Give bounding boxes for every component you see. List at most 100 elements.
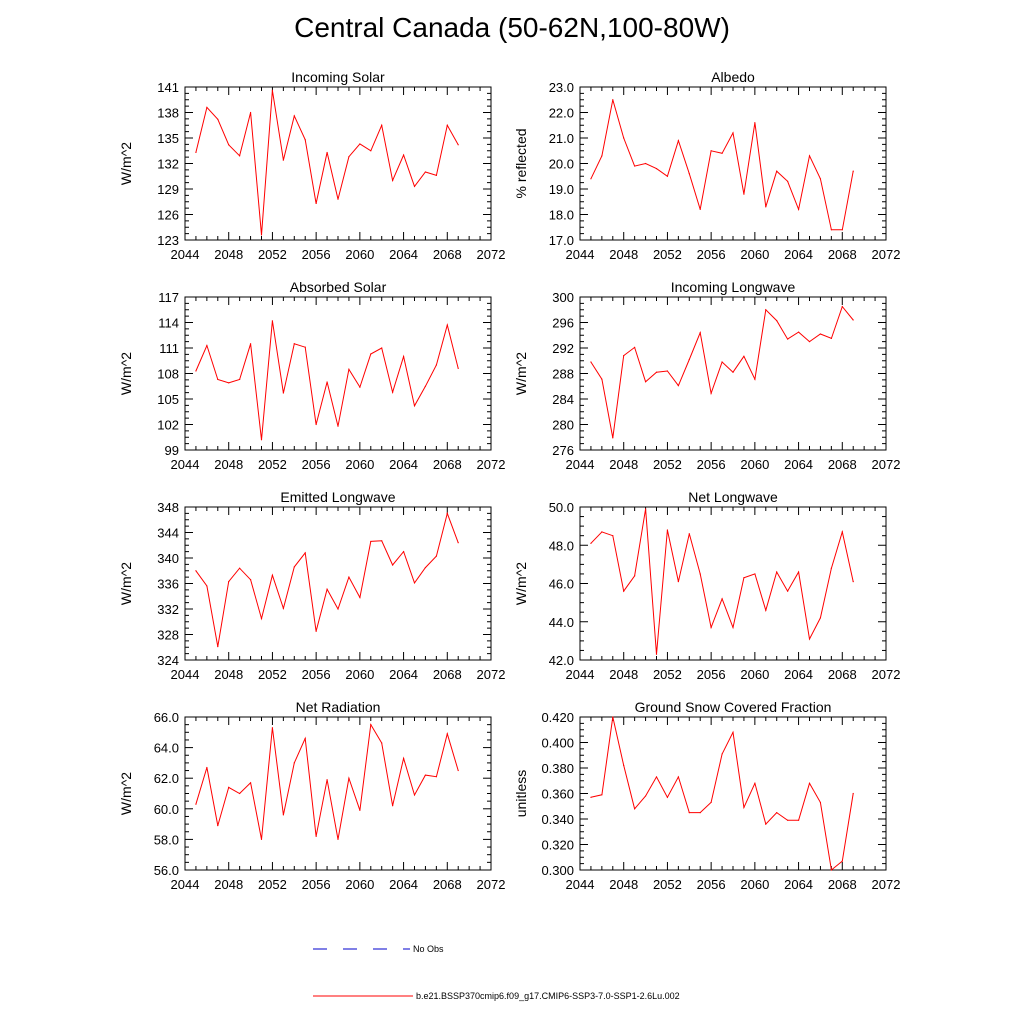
x-tick-label: 2060 [740, 667, 769, 682]
x-tick-label: 2072 [477, 877, 506, 892]
data-point [446, 124, 448, 126]
x-tick-label: 2044 [566, 247, 595, 262]
x-tick-label: 2056 [302, 667, 331, 682]
data-point [601, 531, 603, 533]
x-tick-label: 2044 [566, 667, 595, 682]
x-tick-label: 2064 [784, 247, 813, 262]
y-tick-label: 0.320 [541, 838, 574, 853]
plot-frame [184, 716, 492, 871]
y-tick-label: 126 [157, 208, 179, 223]
data-point [435, 364, 437, 366]
data-point [402, 355, 405, 358]
data-point [359, 386, 361, 388]
data-point [457, 542, 459, 544]
data-point [721, 361, 723, 363]
y-tick-label: 19.0 [549, 182, 574, 197]
series-line [195, 723, 459, 840]
data-point [808, 638, 811, 640]
data-point [413, 794, 416, 796]
data-point [195, 370, 197, 372]
y-tick-label: 64.0 [154, 741, 179, 756]
data-point [754, 122, 756, 124]
y-tick-label: 58.0 [154, 832, 179, 847]
data-point [271, 727, 274, 729]
data-point [743, 806, 745, 809]
y-tick-label: 50.0 [549, 500, 574, 515]
data-point [688, 173, 690, 175]
series-line [195, 511, 459, 647]
data-point [195, 570, 197, 572]
data-point [424, 385, 427, 387]
data-point [282, 159, 284, 161]
data-point [326, 588, 328, 590]
data-point [623, 137, 625, 139]
data-point [797, 208, 800, 210]
data-point [315, 630, 317, 632]
x-tick-label: 2068 [828, 457, 857, 472]
data-point [819, 617, 822, 619]
y-tick-label: 288 [552, 367, 574, 382]
data-point [228, 786, 230, 788]
data-point [271, 320, 274, 322]
data-point [776, 812, 778, 814]
data-point [392, 564, 394, 566]
plot-frame [579, 506, 887, 661]
panel-title: Emitted Longwave [280, 489, 395, 505]
data-point [195, 803, 197, 805]
data-point [217, 118, 219, 120]
data-point [852, 580, 854, 583]
x-tick-label: 2068 [433, 667, 462, 682]
x-tick-label: 2064 [784, 667, 813, 682]
chart-panel-6: Net Longwave W/m^2 2044 2048 2052 2056 2060 206… [513, 489, 900, 682]
data-point [830, 337, 832, 340]
x-tick-label: 2052 [258, 667, 287, 682]
data-point [217, 825, 219, 827]
data-point [732, 731, 734, 733]
data-point [732, 132, 734, 134]
x-tick-label: 2044 [566, 457, 595, 472]
x-tick-label: 2056 [697, 877, 726, 892]
x-tick-label: 2060 [740, 877, 769, 892]
y-tick-label: 0.360 [541, 787, 574, 802]
y-tick-label: 21.0 [549, 131, 574, 146]
y-tick-label: 46.0 [549, 577, 574, 592]
data-point [315, 835, 317, 837]
y-tick-label: 56.0 [154, 863, 179, 878]
data-point [381, 124, 383, 126]
y-tick-label: 0.420 [541, 710, 574, 725]
x-tick-label: 2064 [389, 457, 418, 472]
data-point [315, 423, 317, 426]
data-point [435, 555, 437, 557]
data-point [293, 762, 295, 764]
data-point [337, 425, 339, 427]
data-point [765, 206, 767, 208]
data-point [304, 737, 306, 740]
y-tick-label: 111 [159, 341, 179, 356]
y-axis-label: W/m^2 [118, 142, 134, 185]
y-axis-label: W/m^2 [118, 772, 134, 815]
x-tick-label: 2068 [433, 457, 462, 472]
y-tick-label: 117 [158, 290, 179, 305]
data-point [655, 776, 658, 778]
data-point [239, 567, 241, 569]
data-point [841, 860, 843, 862]
x-tick-label: 2052 [653, 667, 682, 682]
y-tick-label: 129 [157, 182, 179, 197]
data-point [392, 179, 394, 182]
data-point [612, 716, 614, 718]
data-point [634, 346, 636, 348]
data-point [424, 171, 427, 173]
y-tick-label: 344 [157, 526, 179, 541]
data-point [457, 367, 459, 369]
data-point [677, 776, 679, 778]
data-point [677, 385, 679, 387]
data-point [612, 437, 614, 439]
data-point [666, 175, 669, 177]
data-point [260, 617, 263, 620]
x-tick-label: 2060 [345, 247, 374, 262]
data-point [688, 533, 690, 535]
x-tick-label: 2060 [740, 247, 769, 262]
data-point [293, 115, 295, 117]
data-point [634, 808, 636, 810]
